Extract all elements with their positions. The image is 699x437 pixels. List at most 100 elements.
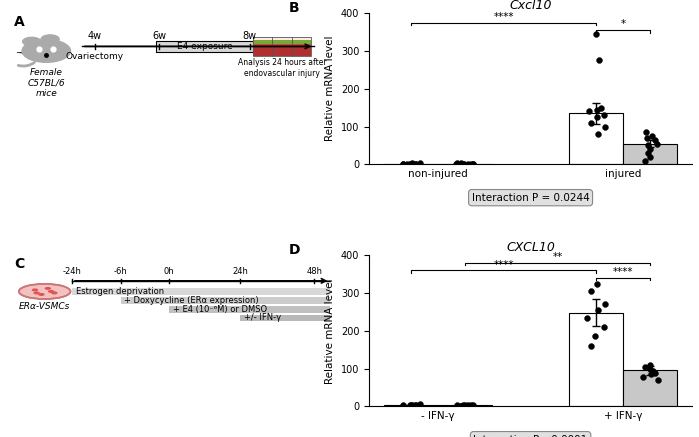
Point [598, 323, 610, 330]
Point [644, 366, 655, 373]
Point [649, 136, 661, 143]
Bar [384, 163, 438, 164]
Point [459, 160, 470, 167]
Bar [169, 306, 331, 313]
Point [645, 371, 656, 378]
Point [586, 119, 597, 126]
Point [641, 135, 652, 142]
Circle shape [31, 288, 38, 291]
Text: ****: **** [493, 260, 514, 270]
Bar [569, 113, 624, 164]
Point [596, 104, 607, 111]
Point [640, 129, 651, 136]
Bar [569, 312, 624, 406]
Text: Female
C57BL/6
mice: Female C57BL/6 mice [27, 68, 65, 98]
Text: 6w: 6w [152, 31, 166, 41]
Text: B: B [289, 1, 299, 15]
Point [644, 146, 656, 153]
Point [593, 306, 604, 313]
Point [599, 301, 610, 308]
Text: 48h: 48h [306, 267, 322, 276]
Point [642, 142, 654, 149]
Point [406, 160, 417, 167]
Point [463, 402, 474, 409]
Point [586, 288, 597, 295]
Title: Cxcl10: Cxcl10 [510, 0, 552, 12]
Circle shape [22, 37, 41, 46]
Point [459, 402, 470, 409]
Bar [156, 41, 253, 52]
Point [468, 160, 479, 167]
Y-axis label: Relative mRNA level: Relative mRNA level [325, 36, 336, 142]
Point [455, 402, 466, 409]
Text: 24h: 24h [232, 267, 248, 276]
Point [640, 364, 651, 371]
Point [646, 132, 657, 139]
Point [644, 361, 656, 368]
Bar [120, 297, 331, 304]
Text: +/- IFN-γ: +/- IFN-γ [244, 313, 281, 323]
Text: + Doxycycline (ERα expression): + Doxycycline (ERα expression) [124, 296, 259, 305]
Text: Interaction P = 0.0244: Interaction P = 0.0244 [472, 193, 589, 203]
Text: 8w: 8w [243, 31, 257, 41]
Point [397, 160, 408, 167]
Point [591, 106, 603, 113]
Text: A: A [14, 14, 24, 28]
Bar [253, 41, 311, 45]
Point [410, 160, 421, 167]
Point [599, 123, 610, 130]
Point [652, 376, 663, 383]
Point [401, 160, 412, 167]
Point [398, 160, 409, 167]
Text: ERα-VSMCs: ERα-VSMCs [19, 302, 71, 311]
Text: 0h: 0h [164, 267, 174, 276]
Point [405, 160, 417, 167]
Circle shape [22, 40, 71, 62]
Bar [384, 405, 438, 406]
Point [456, 402, 467, 409]
Point [457, 160, 468, 167]
Text: + E4 (10⁻⁶M) or DMSO: + E4 (10⁻⁶M) or DMSO [173, 305, 267, 314]
Text: -6h: -6h [114, 267, 127, 276]
Bar [253, 37, 311, 41]
Point [397, 402, 408, 409]
Point [454, 160, 466, 167]
Point [398, 402, 409, 409]
Text: Estrogen deprivation: Estrogen deprivation [76, 287, 164, 296]
Point [582, 314, 593, 321]
Text: Ovariectomy: Ovariectomy [66, 52, 124, 62]
Text: -24h: -24h [63, 267, 82, 276]
Text: E4 exposure: E4 exposure [177, 42, 232, 51]
Point [451, 160, 462, 167]
Bar [240, 315, 331, 321]
Point [452, 402, 463, 409]
Point [638, 373, 649, 380]
Point [591, 280, 603, 287]
Point [598, 112, 610, 119]
Circle shape [38, 293, 45, 296]
Point [593, 131, 604, 138]
Circle shape [45, 287, 51, 290]
Point [404, 160, 415, 167]
Point [465, 160, 476, 167]
Point [642, 149, 654, 156]
Bar [253, 47, 311, 56]
Point [405, 160, 417, 167]
Circle shape [41, 35, 59, 43]
Bar [72, 288, 331, 295]
Point [410, 402, 421, 409]
Point [593, 57, 605, 64]
Point [591, 114, 603, 121]
Point [590, 333, 601, 340]
Text: Interaction P <0.0001: Interaction P <0.0001 [473, 435, 588, 437]
Circle shape [48, 290, 55, 293]
Bar [253, 37, 311, 56]
Text: D: D [289, 243, 300, 257]
Point [584, 108, 595, 115]
Point [457, 402, 468, 409]
Text: C: C [14, 257, 24, 271]
Point [405, 402, 417, 409]
Text: ****: **** [493, 12, 514, 22]
Point [404, 402, 415, 409]
Point [456, 160, 467, 167]
